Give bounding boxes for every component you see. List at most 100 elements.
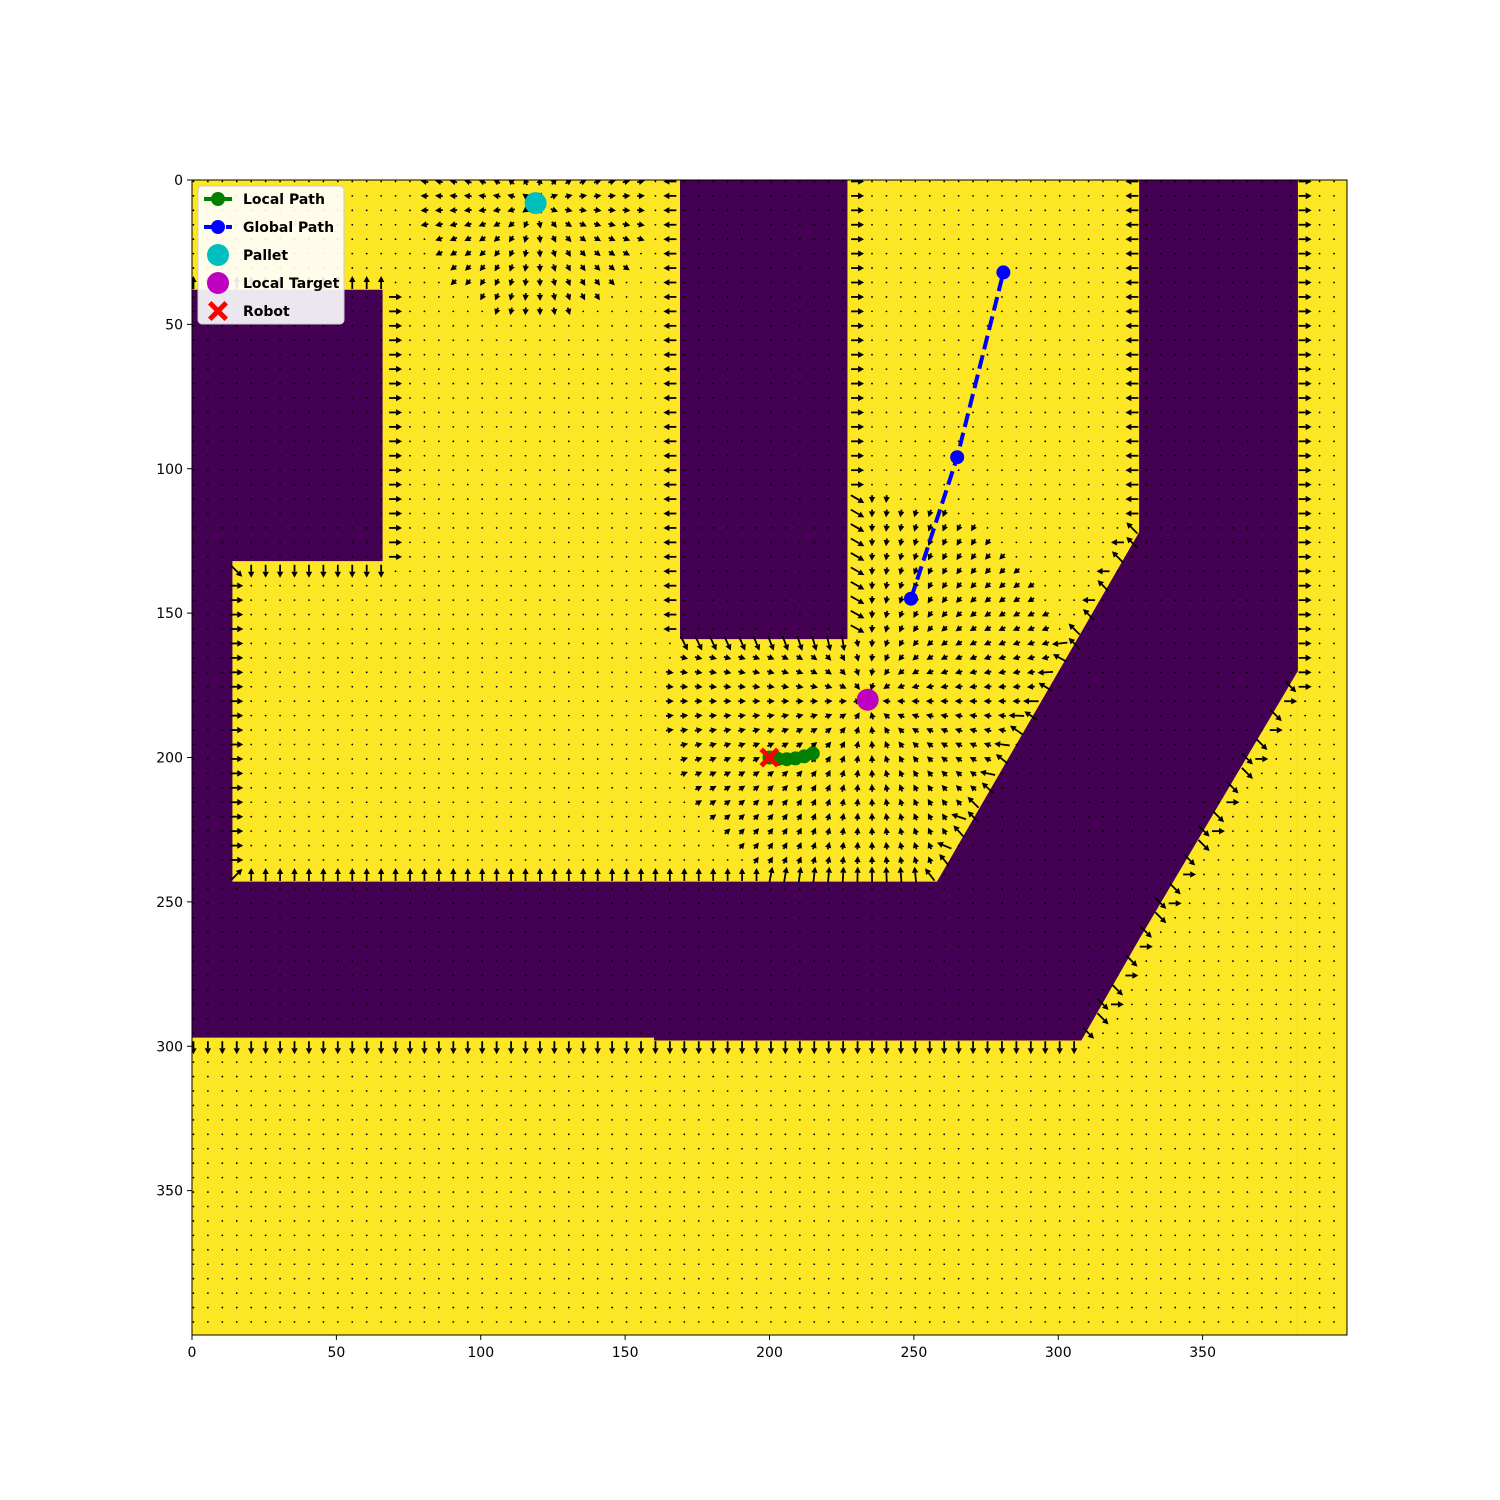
field-dot	[1246, 584, 1249, 587]
field-dot	[842, 512, 845, 515]
field-arrow	[898, 538, 905, 547]
field-dot	[192, 180, 195, 183]
field-arrow	[204, 1041, 212, 1055]
field-dot	[1188, 772, 1191, 775]
field-dot	[611, 512, 614, 515]
field-dot	[380, 397, 383, 399]
field-dot	[697, 498, 700, 500]
field-arrow	[766, 683, 775, 690]
field-dot	[1159, 339, 1162, 342]
field-dot	[279, 1003, 281, 1006]
field-dot	[452, 830, 455, 833]
field-dot	[567, 1003, 570, 1006]
field-arrow	[927, 841, 934, 850]
field-dot	[770, 339, 772, 342]
field-dot	[351, 714, 354, 717]
field-arrow	[955, 742, 963, 749]
field-dot	[1232, 642, 1234, 645]
field-dot	[1260, 786, 1263, 789]
field-dot	[654, 1032, 657, 1035]
field-arrow	[854, 755, 861, 763]
field-arrow	[1110, 1001, 1124, 1008]
field-arrow	[912, 1041, 919, 1055]
field-dot	[1145, 194, 1148, 197]
field-dot	[365, 180, 368, 183]
field-dot	[986, 830, 989, 833]
field-dot	[250, 671, 253, 674]
field-dot	[235, 353, 238, 356]
field-dot	[798, 628, 801, 630]
field-dot	[697, 1017, 700, 1020]
field-dot	[943, 1017, 946, 1020]
field-dot	[1333, 281, 1335, 284]
field-dot	[308, 815, 310, 818]
field-arrow	[851, 423, 865, 431]
field-arrow	[851, 481, 865, 488]
field-dot	[1188, 916, 1191, 919]
field-arrow	[709, 727, 718, 734]
field-dot	[293, 498, 296, 500]
field-dot	[928, 281, 931, 284]
field-dot	[409, 238, 411, 241]
field-dot	[741, 281, 743, 284]
field-dot	[250, 902, 253, 905]
field-arrow	[868, 841, 876, 850]
field-dot	[582, 916, 585, 919]
field-arrow	[781, 635, 790, 651]
field-arrow	[738, 712, 746, 720]
field-dot	[452, 931, 455, 934]
field-dot	[250, 425, 253, 428]
field-dot	[596, 642, 599, 645]
field-dot	[1029, 555, 1032, 558]
field-dot	[351, 844, 354, 847]
field-dot	[1203, 382, 1205, 385]
field-dot	[1318, 1017, 1321, 1020]
field-dot	[928, 382, 931, 385]
field-dot	[221, 324, 224, 327]
field-dot	[697, 628, 700, 630]
field-dot	[221, 613, 224, 616]
field-dot	[524, 469, 527, 472]
field-dot	[466, 916, 469, 919]
field-dot	[1102, 324, 1104, 327]
field-dot	[712, 887, 715, 890]
field-dot	[308, 931, 310, 934]
field-dot	[625, 584, 628, 587]
field-dot	[640, 960, 642, 962]
field-dot	[1001, 368, 1003, 371]
field-dot	[1275, 281, 1278, 284]
field-dot	[452, 310, 455, 313]
field-dot	[654, 411, 657, 414]
field-dot	[380, 267, 383, 269]
field-dot	[1102, 772, 1104, 775]
field-dot	[1174, 397, 1177, 399]
field-dot	[567, 758, 570, 760]
field-dot	[336, 714, 339, 717]
field-dot	[1174, 310, 1177, 313]
field-dot	[943, 974, 946, 977]
field-arrow	[1027, 581, 1035, 588]
field-arrow	[709, 712, 718, 720]
field-dot	[192, 830, 195, 833]
field-dot	[972, 180, 974, 183]
field-dot	[1275, 267, 1278, 269]
field-dot	[192, 772, 195, 775]
field-dot	[1029, 570, 1032, 573]
field-dot	[1029, 772, 1032, 775]
field-dot	[206, 786, 209, 789]
field-dot	[683, 541, 686, 544]
field-dot	[336, 989, 339, 991]
field-dot	[567, 454, 570, 457]
field-arrow	[1125, 466, 1139, 474]
field-dot	[1232, 656, 1234, 659]
field-dot	[510, 1032, 512, 1035]
field-dot	[712, 628, 715, 630]
field-dot	[596, 368, 599, 371]
field-dot	[1260, 209, 1263, 212]
field-dot	[1001, 296, 1003, 298]
field-dot	[712, 469, 715, 472]
field-dot	[264, 801, 267, 804]
field-dot	[871, 483, 873, 486]
field-arrow	[767, 698, 775, 705]
field-dot	[943, 397, 946, 399]
